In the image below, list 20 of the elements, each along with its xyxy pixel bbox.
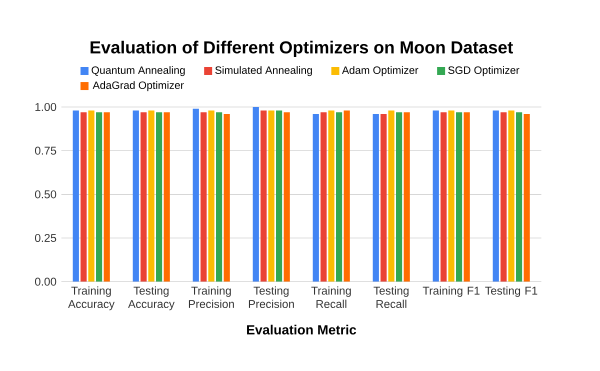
x-tick-label: Training Accuracy — [68, 286, 115, 310]
y-tick-label: 0.25 — [35, 234, 56, 242]
x-tick-label: Testing F1 — [485, 286, 538, 297]
x-tick-label: Testing Accuracy — [128, 286, 175, 310]
legend-label: SGD Optimizer — [448, 66, 520, 76]
x-tick-label: Testing Recall — [374, 286, 409, 308]
x-tick-label: Testing Precision — [248, 286, 294, 308]
legend-label: AdaGrad Optimizer — [92, 81, 184, 92]
x-tick-label: Training Precision — [188, 286, 234, 308]
x-tick-label: Training Recall — [311, 286, 351, 308]
x-tick-label: Training F1 — [422, 286, 480, 297]
y-tick-label: 1.00 — [35, 102, 56, 111]
chart-title: Evaluation of Different Optimizers on Moon Dataset — [90, 40, 513, 57]
y-tick-label: 0.75 — [35, 146, 56, 155]
x-axis-title: Evaluation Metric — [247, 324, 356, 335]
legend-label: Adam Optimizer — [342, 66, 418, 76]
legend-label: Quantum Annealing — [92, 66, 185, 76]
y-tick-label: 0.50 — [35, 190, 56, 198]
y-tick-label: 0.00 — [35, 278, 56, 286]
legend-label: Simulated Annealing — [215, 66, 312, 76]
